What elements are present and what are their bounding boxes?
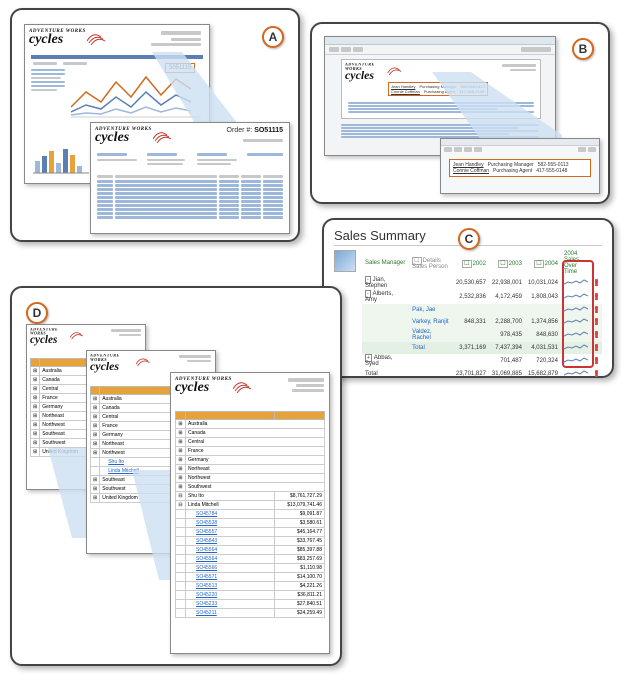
table-row: SO45538$3,580.61 bbox=[176, 519, 325, 528]
table-row: -Jian, Stephen20,530,65722,938,00110,031… bbox=[362, 276, 602, 290]
swoosh-icon bbox=[153, 129, 173, 143]
table-row: ⊞Northwest bbox=[176, 474, 325, 483]
logo: ADVENTURE WORKScycles bbox=[90, 354, 138, 373]
logo: ADVENTURE WORKS cycles bbox=[95, 127, 155, 149]
table-row: Varkey, Ranjit848,3312,288,7001,374,856 bbox=[362, 316, 602, 328]
swoosh-icon bbox=[136, 356, 153, 368]
bar-chart bbox=[33, 141, 91, 177]
badge-d: D bbox=[26, 302, 48, 324]
panel-d-front-doc: ADVENTURE WORKScycles ⊞Australia⊞Canada⊞… bbox=[170, 372, 330, 654]
table-row: SO45513$4,221.26 bbox=[176, 582, 325, 591]
badge-b: B bbox=[572, 38, 594, 60]
logo: ADVENTURE WORKS cycles bbox=[345, 63, 389, 82]
logo: ADVENTURE WORKScycles bbox=[30, 328, 72, 346]
table-row: ⊟Linda Mitchell$13,079,741.46 bbox=[176, 501, 325, 510]
table-row: ⊞Northeast bbox=[176, 465, 325, 474]
table-row: ⊞Canada bbox=[176, 429, 325, 438]
table-row: SO45784$9,091.87 bbox=[176, 510, 325, 519]
table-row: SO45211$24,259.49 bbox=[176, 609, 325, 618]
table-row: SO45843$33,767.45 bbox=[176, 537, 325, 546]
swoosh-icon bbox=[233, 379, 253, 393]
sales-table: Sales Manager ☐DetailsSales Person ☐2002… bbox=[362, 250, 602, 380]
table-row: Valdez, Rachel978,435848,630 bbox=[362, 328, 602, 342]
order-number: SO51115 bbox=[254, 127, 283, 134]
table-row: SO45566$1,110.98 bbox=[176, 564, 325, 573]
table-row: ⊞Australia bbox=[176, 420, 325, 429]
table-row: +Abbas, Syed701,487720,324 bbox=[362, 354, 602, 368]
table-row: Total3,371,1697,437,3944,031,531 bbox=[362, 342, 602, 354]
panel-d: D ADVENTURE WORKScycles ⊞Australia⊞Canad… bbox=[10, 286, 342, 666]
table-row: -Alberts, Amy2,532,8364,172,4591,808,043 bbox=[362, 290, 602, 304]
table-row: SO45557$45,164.77 bbox=[176, 528, 325, 537]
table-row: SO45220$36,811.21 bbox=[176, 591, 325, 600]
table-row: ⊞Southwest bbox=[176, 483, 325, 492]
logo: ADVENTURE WORKScycles bbox=[175, 377, 235, 399]
panel-a: A ADVENTURE WORKS cycles 5051115 bbox=[10, 8, 300, 242]
order-label: Order #: bbox=[227, 127, 253, 134]
table-row: ⊞Central bbox=[176, 438, 325, 447]
table-row: ⊞France bbox=[176, 447, 325, 456]
table-row: ⊞Germany bbox=[176, 456, 325, 465]
table-row: Total23,701,82731,069,88515,682,879 bbox=[362, 368, 602, 380]
col-mgr: Sales Manager bbox=[362, 250, 409, 276]
table-row: SO45571$14,100.70 bbox=[176, 573, 325, 582]
badge-a: A bbox=[262, 26, 284, 48]
region-table-front: ⊞Australia⊞Canada⊞Central⊞France⊞Germany… bbox=[175, 411, 325, 618]
table-row: SO45564$85,397.88 bbox=[176, 546, 325, 555]
panel-a-front-doc: ADVENTURE WORKS cycles Order #: SO51115 bbox=[90, 122, 290, 234]
panel-b-zoom-doc: Jean HandleyPurchasing Manager582-555-01… bbox=[440, 138, 600, 194]
swoosh-icon bbox=[87, 31, 107, 45]
badge-c: C bbox=[458, 228, 480, 250]
swoosh-icon bbox=[388, 65, 405, 77]
table-row: SO45233$27,840.51 bbox=[176, 600, 325, 609]
table-row: ⊟Shu Ito$8,761,727.29 bbox=[176, 492, 325, 501]
table-row: SO45564$83,257.69 bbox=[176, 555, 325, 564]
contact-box-zoom: Jean HandleyPurchasing Manager582-555-01… bbox=[449, 159, 591, 177]
table-row: Pak, Jae bbox=[362, 304, 602, 316]
thumbnail-icon bbox=[334, 250, 356, 272]
logo: ADVENTURE WORKS cycles bbox=[29, 29, 89, 51]
panel-b: B ADVENTURE WORKS cycles Jean HandleyPur… bbox=[310, 22, 610, 204]
swoosh-icon bbox=[70, 330, 86, 341]
panel-c: Sales Summary C Sales Manager ☐DetailsSa… bbox=[322, 218, 614, 378]
